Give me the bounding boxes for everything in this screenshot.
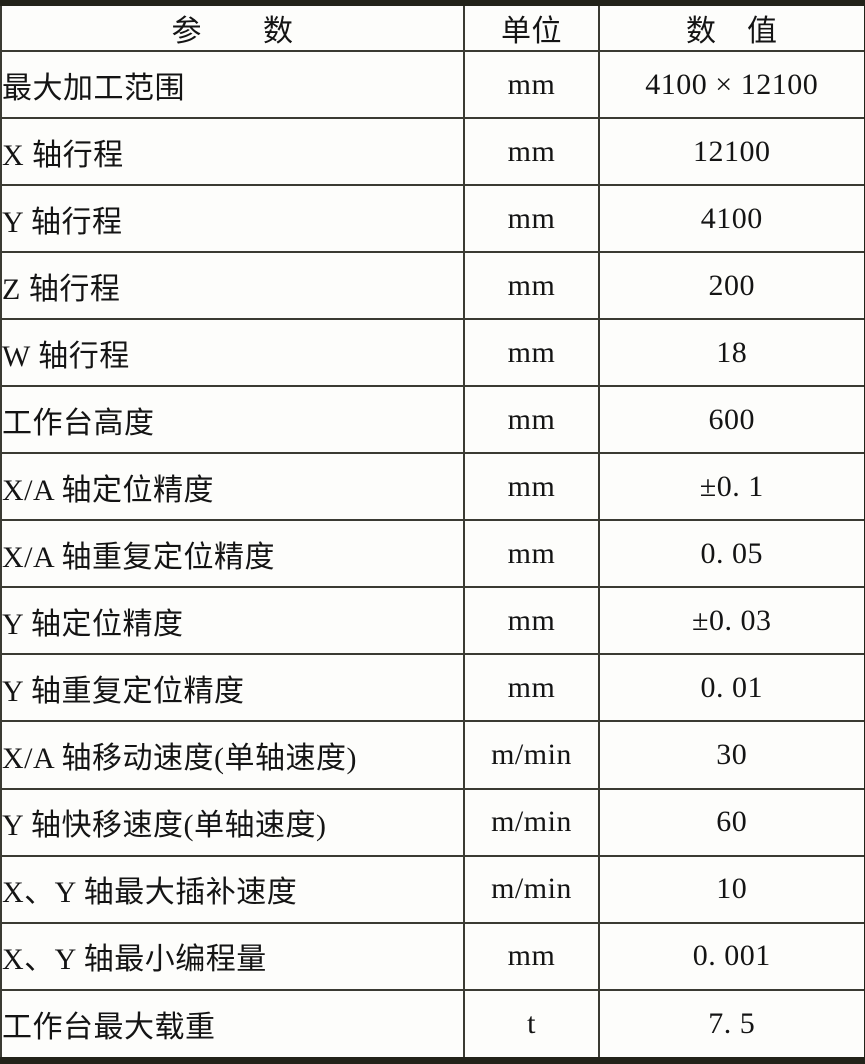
table-row: X/A 轴移动速度(单轴速度) m/min 30 bbox=[0, 720, 865, 790]
unit-cell: mm bbox=[463, 117, 600, 187]
table-row: 工作台高度 mm 600 bbox=[0, 385, 865, 455]
table-row: X、Y 轴最小编程量 mm 0. 001 bbox=[0, 921, 865, 991]
table-row: 最大加工范围 mm 4100 × 12100 bbox=[0, 49, 865, 120]
value-cell: 4100 bbox=[598, 184, 865, 254]
unit-cell: t bbox=[463, 988, 600, 1062]
table-row: Y 轴行程 mm 4100 bbox=[0, 184, 865, 254]
table-row: 工作台最大载重 t 7. 5 bbox=[0, 988, 865, 1062]
value-cell: 0. 001 bbox=[598, 921, 865, 991]
param-cell: X 轴行程 bbox=[0, 117, 465, 187]
unit-cell: mm bbox=[463, 184, 600, 254]
param-cell: X/A 轴定位精度 bbox=[0, 452, 465, 522]
unit-cell: mm bbox=[463, 318, 600, 388]
table-row: Y 轴重复定位精度 mm 0. 01 bbox=[0, 653, 865, 723]
unit-cell: mm bbox=[463, 586, 600, 656]
value-cell: 600 bbox=[598, 385, 865, 455]
param-cell: X、Y 轴最大插补速度 bbox=[0, 854, 465, 924]
value-cell: ±0. 1 bbox=[598, 452, 865, 522]
unit-cell: mm bbox=[463, 49, 600, 120]
header-param: 参 数 bbox=[0, 2, 465, 52]
param-cell: Y 轴定位精度 bbox=[0, 586, 465, 656]
table-row: Z 轴行程 mm 200 bbox=[0, 251, 865, 321]
value-cell: 7. 5 bbox=[598, 988, 865, 1062]
table-row: X 轴行程 mm 12100 bbox=[0, 117, 865, 187]
header-unit: 单位 bbox=[463, 2, 600, 52]
table-row: W 轴行程 mm 18 bbox=[0, 318, 865, 388]
table-row: X/A 轴定位精度 mm ±0. 1 bbox=[0, 452, 865, 522]
value-cell: 10 bbox=[598, 854, 865, 924]
value-cell: 12100 bbox=[598, 117, 865, 187]
unit-cell: mm bbox=[463, 921, 600, 991]
unit-cell: mm bbox=[463, 251, 600, 321]
value-cell: 0. 05 bbox=[598, 519, 865, 589]
param-cell: X、Y 轴最小编程量 bbox=[0, 921, 465, 991]
value-cell: 30 bbox=[598, 720, 865, 790]
header-row: 参 数 单位 数 值 bbox=[0, 2, 865, 52]
param-cell: 工作台高度 bbox=[0, 385, 465, 455]
unit-cell: m/min bbox=[463, 854, 600, 924]
value-cell: 200 bbox=[598, 251, 865, 321]
unit-cell: m/min bbox=[463, 787, 600, 857]
param-cell: X/A 轴重复定位精度 bbox=[0, 519, 465, 589]
param-cell: Y 轴快移速度(单轴速度) bbox=[0, 787, 465, 857]
param-cell: 工作台最大载重 bbox=[0, 988, 465, 1062]
table-row: X/A 轴重复定位精度 mm 0. 05 bbox=[0, 519, 865, 589]
table-row: Y 轴定位精度 mm ±0. 03 bbox=[0, 586, 865, 656]
param-cell: W 轴行程 bbox=[0, 318, 465, 388]
value-cell: 0. 01 bbox=[598, 653, 865, 723]
param-cell: X/A 轴移动速度(单轴速度) bbox=[0, 720, 465, 790]
header-value: 数 值 bbox=[598, 2, 865, 52]
param-cell: Y 轴行程 bbox=[0, 184, 465, 254]
value-cell: ±0. 03 bbox=[598, 586, 865, 656]
param-cell: Y 轴重复定位精度 bbox=[0, 653, 465, 723]
value-cell: 4100 × 12100 bbox=[598, 49, 865, 120]
unit-cell: m/min bbox=[463, 720, 600, 790]
value-cell: 60 bbox=[598, 787, 865, 857]
unit-cell: mm bbox=[463, 519, 600, 589]
param-cell: 最大加工范围 bbox=[0, 49, 465, 120]
param-cell: Z 轴行程 bbox=[0, 251, 465, 321]
value-cell: 18 bbox=[598, 318, 865, 388]
table-row: Y 轴快移速度(单轴速度) m/min 60 bbox=[0, 787, 865, 857]
unit-cell: mm bbox=[463, 653, 600, 723]
unit-cell: mm bbox=[463, 385, 600, 455]
unit-cell: mm bbox=[463, 452, 600, 522]
table-row: X、Y 轴最大插补速度 m/min 10 bbox=[0, 854, 865, 924]
